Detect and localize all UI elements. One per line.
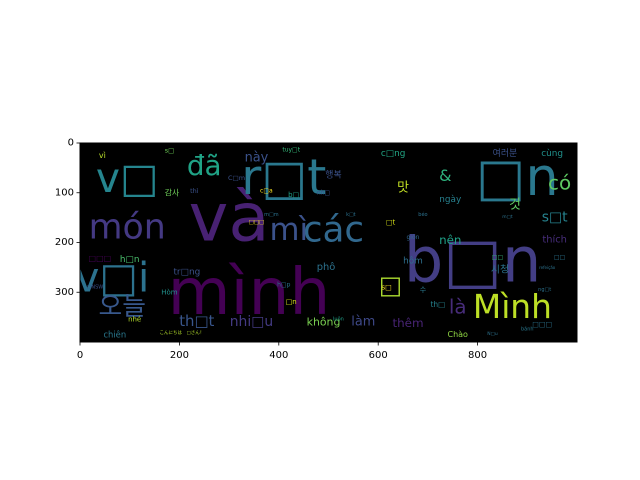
word-45: Chào bbox=[447, 330, 468, 339]
word-5: v□ bbox=[96, 154, 159, 202]
word-32: c□ng bbox=[381, 149, 406, 159]
word-11: đã bbox=[187, 149, 222, 182]
word-66: こんにちは □さん！ bbox=[160, 329, 205, 336]
y-tick-label-0: 0 bbox=[68, 138, 74, 149]
word-65: □NSW bbox=[87, 284, 104, 290]
word-28: thích bbox=[542, 234, 567, 246]
word-24: nên bbox=[439, 233, 461, 247]
word-35: vì bbox=[99, 151, 106, 160]
word-46: □n bbox=[286, 298, 297, 306]
word-36: 행복 bbox=[325, 168, 341, 180]
word-54: nhé bbox=[128, 316, 141, 324]
word-30: 여러분 bbox=[493, 147, 518, 159]
word-14: □ bbox=[379, 270, 403, 299]
y-tick-label-3: 300 bbox=[55, 287, 74, 298]
word-0: và bbox=[189, 179, 270, 257]
y-tick-label-2: 200 bbox=[55, 237, 74, 248]
word-49: nh□ bbox=[317, 189, 330, 196]
x-tick-label-4: 800 bbox=[468, 350, 487, 361]
x-tick-label-1: 200 bbox=[170, 350, 189, 361]
word-7: món bbox=[89, 208, 166, 248]
word-4: □n bbox=[476, 148, 558, 208]
word-53: C□m bbox=[228, 174, 245, 182]
word-15: là bbox=[449, 296, 467, 319]
word-2: b□n bbox=[404, 223, 541, 296]
word-42: phô bbox=[317, 261, 336, 273]
word-39: h□n bbox=[120, 255, 140, 265]
word-44: chiên bbox=[103, 330, 126, 340]
word-8: các bbox=[303, 210, 364, 251]
word-73: m□m bbox=[264, 212, 279, 218]
word-16: này bbox=[245, 150, 269, 165]
word-27: 것 bbox=[509, 198, 521, 213]
axis-ticks: 0 200 400 600 800 0 100 200 300 bbox=[55, 138, 487, 362]
word-21: thêm bbox=[392, 316, 423, 330]
word-47: s□ bbox=[382, 283, 392, 291]
word-43: Hòm bbox=[161, 288, 178, 296]
word-68: refeição bbox=[539, 265, 556, 270]
word-48: b□ bbox=[288, 191, 299, 199]
word-25: hôm bbox=[403, 255, 423, 266]
word-55: luôn bbox=[333, 316, 344, 323]
word-51: □t bbox=[386, 219, 396, 227]
word-71: k□t bbox=[346, 212, 356, 218]
word-61: 수 bbox=[420, 286, 427, 294]
word-67: N□u bbox=[487, 331, 498, 337]
word-10: Mình bbox=[473, 288, 552, 326]
word-62: □□ bbox=[492, 254, 503, 261]
x-tick-label-3: 600 bbox=[369, 350, 388, 361]
word-19: không bbox=[307, 316, 341, 329]
word-33: tuy□t bbox=[282, 146, 300, 153]
word-56: th□ bbox=[430, 300, 445, 309]
word-12: 오늘 bbox=[99, 292, 146, 322]
word-6: v□i bbox=[75, 253, 149, 301]
word-70: béo bbox=[418, 211, 427, 218]
word-72: □□□ bbox=[249, 220, 265, 226]
word-69: m□t bbox=[502, 214, 513, 220]
word-58: giòn bbox=[407, 234, 420, 241]
word-3: r□t bbox=[241, 150, 326, 206]
word-59: □□□ bbox=[532, 321, 552, 329]
word-50: c□a bbox=[260, 187, 273, 194]
word-40: □□□ bbox=[89, 254, 112, 263]
word-52: thì bbox=[190, 187, 199, 195]
word-64: □□ bbox=[554, 254, 565, 261]
word-1: mình bbox=[168, 255, 331, 330]
word-23: 맛 bbox=[397, 180, 409, 195]
word-57: bánh bbox=[521, 326, 534, 333]
word-29: 시청 bbox=[491, 263, 509, 275]
word-60: h□p bbox=[277, 281, 290, 288]
word-18: nhi□u bbox=[230, 314, 273, 330]
x-tick-label-0: 0 bbox=[77, 350, 83, 361]
word-22: & bbox=[439, 166, 451, 185]
word-20: làm bbox=[351, 315, 375, 330]
plot-background bbox=[80, 143, 577, 342]
word-38: ngày bbox=[439, 195, 461, 205]
word-26: s□t bbox=[542, 210, 568, 226]
word-37: 감사 bbox=[165, 187, 180, 197]
x-tick-label-2: 400 bbox=[269, 350, 288, 361]
word-41: tr□ng bbox=[173, 267, 200, 277]
word-63: ng□t bbox=[538, 287, 551, 293]
word-9: mì bbox=[269, 212, 308, 248]
y-tick-label-1: 100 bbox=[55, 187, 74, 198]
word-17: th□t bbox=[179, 312, 214, 330]
word-34: s□ bbox=[165, 146, 175, 154]
word-31: cùng bbox=[541, 149, 563, 159]
word-13: có bbox=[548, 171, 571, 194]
